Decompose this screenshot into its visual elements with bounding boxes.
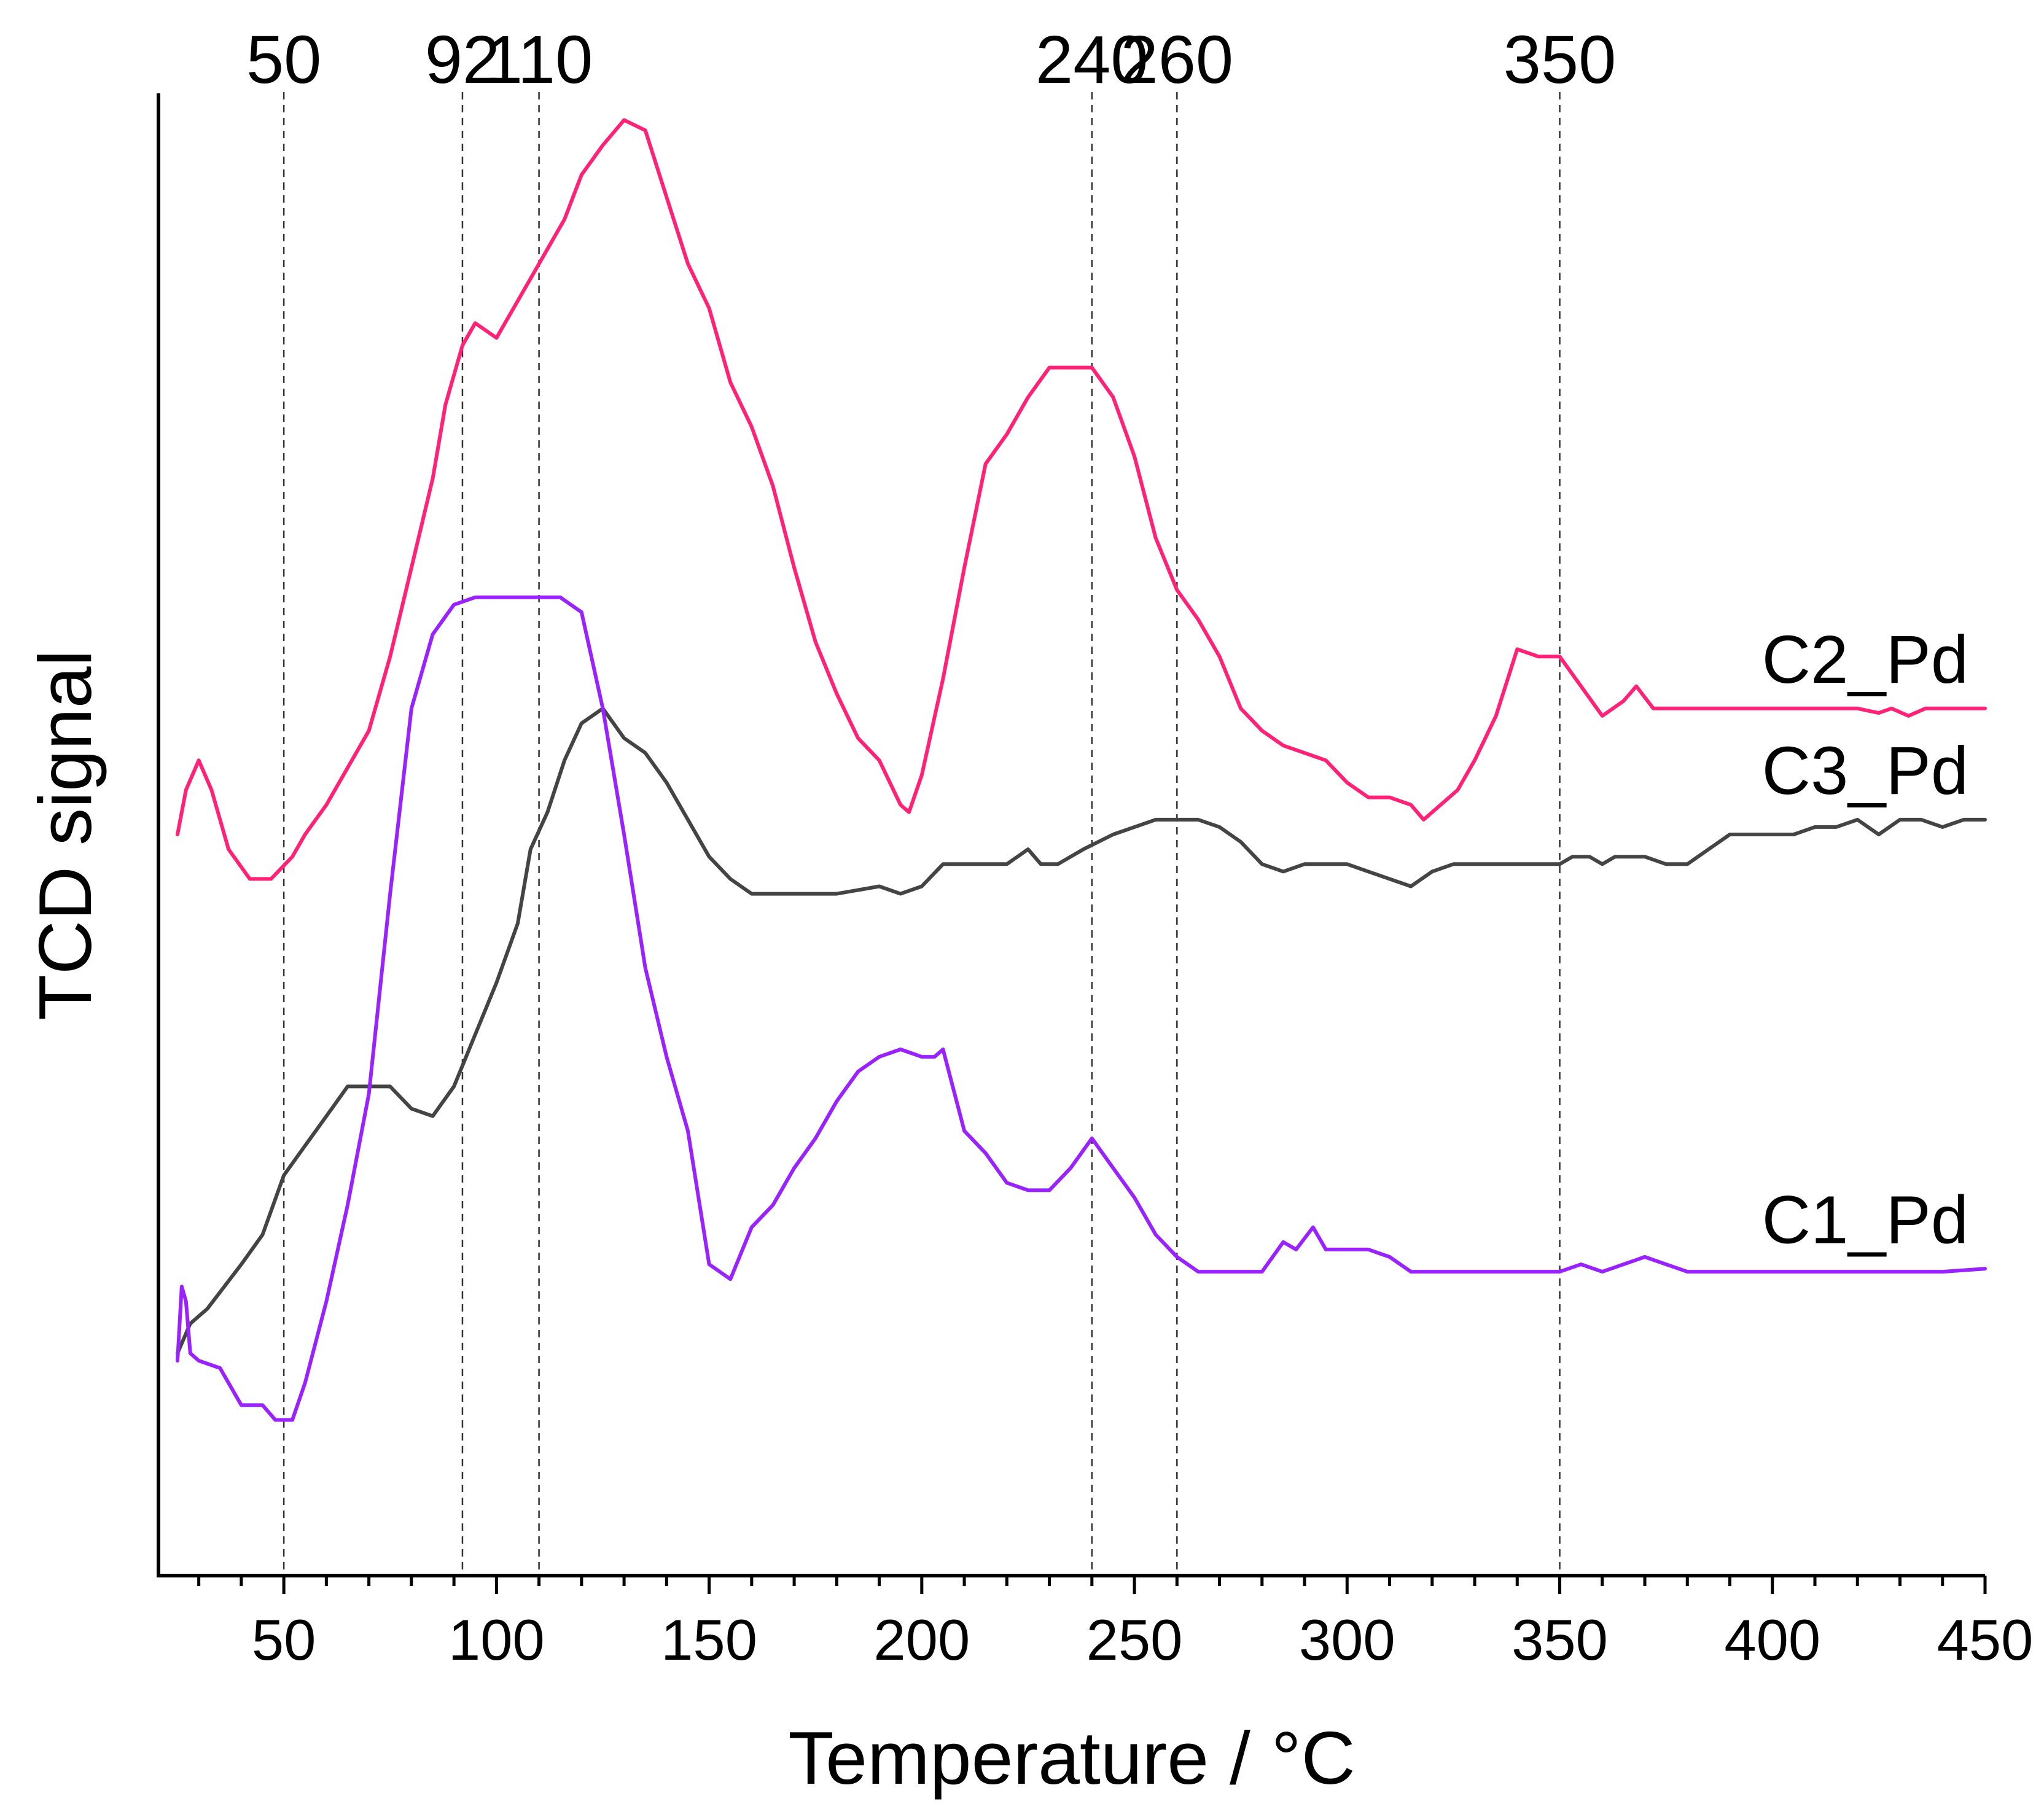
series-line-c1-pd [176, 595, 1987, 1422]
reference-label-260: 260 [1121, 22, 1234, 98]
reference-label-110: 110 [485, 22, 593, 98]
x-tick-label-400: 400 [1724, 1608, 1820, 1672]
x-tick-label-150: 150 [661, 1608, 757, 1672]
x-tick-label-450: 450 [1937, 1608, 2034, 1672]
x-tick-label-200: 200 [873, 1608, 970, 1672]
x-tick-label-350: 350 [1512, 1608, 1608, 1672]
x-ticks: 50 100 150 200 250 300 350 400 450 [197, 1576, 2034, 1672]
x-tick-label-100: 100 [448, 1608, 545, 1672]
series-label-c3-pd: C3_Pd [1762, 733, 1968, 809]
y-axis-title: TCD signal [23, 650, 107, 1020]
series-label-c1-pd: C1_Pd [1762, 1182, 1968, 1258]
reference-label-50: 50 [246, 22, 321, 98]
axes [157, 93, 1985, 1577]
x-tick-label-250: 250 [1086, 1608, 1183, 1672]
series-line-c2-pd [176, 118, 1987, 881]
x-tick-label-300: 300 [1299, 1608, 1395, 1672]
reference-label-92: 92 [425, 22, 500, 98]
series-label-c2-pd: C2_Pd [1762, 622, 1968, 698]
series-line-c3-pd [176, 706, 1987, 1355]
reference-label-350: 350 [1504, 22, 1617, 98]
series-labels: C2_Pd C3_Pd C1_Pd [1762, 622, 1968, 1258]
x-axis-title: Temperature / °C [788, 1716, 1355, 1800]
series-layer [176, 118, 1987, 1422]
reference-label-240: 240 [1036, 22, 1149, 98]
x-tick-label-50: 50 [252, 1608, 316, 1672]
